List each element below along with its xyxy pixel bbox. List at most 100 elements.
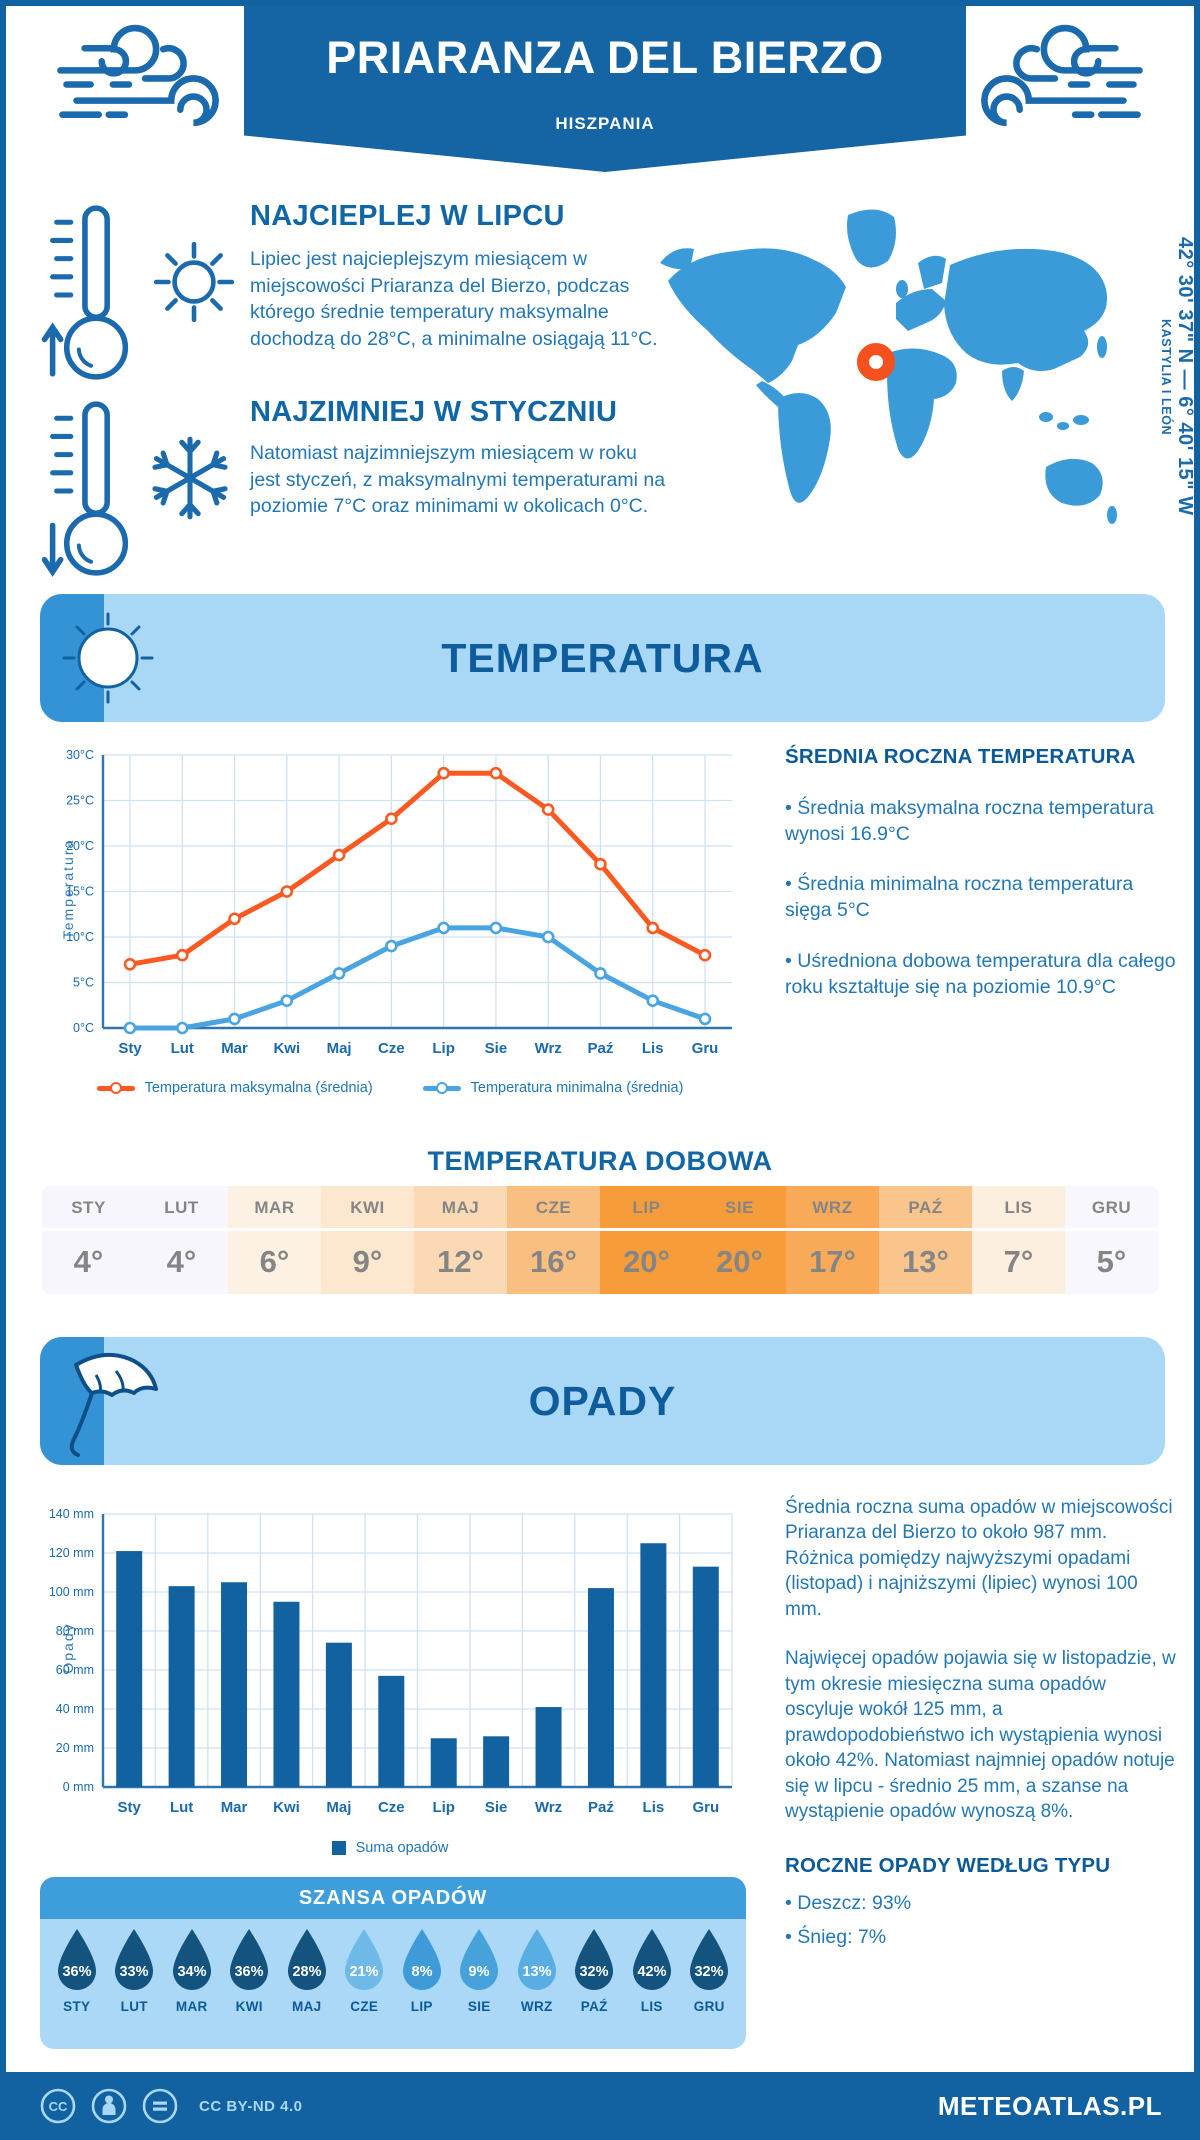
raindrop-icon: 21% [345,1929,384,1990]
svg-text:60 mm: 60 mm [56,1663,94,1677]
daily-temp-value: 9° [352,1244,383,1279]
legend-item: Suma opadów [331,1840,448,1856]
svg-text:9%: 9% [469,1964,490,1980]
daily-temperature-title: TEMPERATURA DOBOWA [427,1146,773,1176]
precip-chance-month: LIS [640,1999,663,2014]
daily-temp-value: 20° [623,1244,670,1279]
daily-temp-cell: LIS 7° [972,1186,1065,1294]
daily-temp-cell: STY 4° [42,1186,135,1294]
page-border-top [0,0,1200,6]
daily-temp-cell: LUT 4° [135,1186,228,1294]
legend-label: Temperatura minimalna (średnia) [470,1080,684,1096]
precip-chance-item: 42% LIS [624,1919,680,2014]
svg-text:Sie: Sie [485,1040,508,1057]
precip-chance-month: LIP [410,1999,433,2014]
wind-icon [57,24,219,127]
raindrop-icon: 36% [230,1929,269,1990]
legend-item: Temperatura maksymalna (średnia) [96,1080,373,1096]
raindrop-icon: 8% [402,1929,441,1990]
daily-temp-cell: GRU 5° [1065,1186,1158,1294]
svg-text:15°C: 15°C [66,885,94,899]
svg-text:Lip: Lip [432,1040,455,1057]
legend-label: Temperatura maksymalna (średnia) [144,1080,373,1096]
svg-text:Lis: Lis [643,1799,665,1816]
wind-icon [981,24,1143,127]
svg-text:Gru: Gru [692,1040,719,1057]
svg-text:Sie: Sie [485,1799,508,1816]
warmest-text: Lipiec jest najcieplejszym miesiącem w m… [250,248,658,350]
svg-text:20°C: 20°C [66,839,94,853]
raindrop-icon: 28% [287,1929,326,1990]
svg-text:Mar: Mar [221,1799,248,1816]
precip-chance-month: SIE [467,1999,491,2014]
raindrop-icon: 34% [172,1929,211,1990]
daily-temp-cell: MAJ 12° [414,1186,507,1294]
country-subtitle: HISZPANIA [555,114,655,133]
svg-text:Cze: Cze [378,1799,405,1816]
daily-temp-cell: PAŹ 13° [879,1186,972,1294]
world-map [660,209,1117,524]
precipitation-chart: 0 mm 20 mm 40 mm 60 mm 80 mm 100 mm 120 mm 140 … [40,1502,740,1832]
daily-temp-month: WRZ [786,1186,879,1231]
daily-temp-month: GRU [1065,1186,1158,1231]
snowflake-icon [152,436,228,520]
coldest-text: Natomiast najzimniejszym miesiącem w rok… [250,442,666,518]
precip-chance-item: 34% MAR [164,1919,220,2014]
temperature-section-banner: TEMPERATURA [40,594,1165,722]
svg-text:80 mm: 80 mm [56,1624,94,1638]
svg-text:0 mm: 0 mm [63,1780,94,1794]
thermometer-up-icon [41,205,129,380]
svg-text:Maj: Maj [326,1799,351,1816]
daily-temp-value: 4° [73,1244,104,1279]
precipitation-summary-panel: Średnia roczna suma opadów w miejscowośc… [785,1495,1177,1957]
svg-text:Kwi: Kwi [273,1799,300,1816]
daily-temp-cell: KWI 9° [321,1186,414,1294]
precip-chance-month: MAR [175,1999,208,2014]
daily-temp-value: 13° [902,1244,949,1279]
cc-nd-icon [142,2088,178,2124]
svg-text:8%: 8% [411,1964,432,1980]
daily-temperature-table: STY 4° LUT 4° MAR 6° KWI 9° MAJ 12° CZE 16° LIP 20° SI… [42,1186,1158,1294]
legend-item: Temperatura minimalna (średnia) [422,1080,684,1096]
svg-text:Cze: Cze [378,1040,405,1057]
svg-text:Kwi: Kwi [273,1040,300,1057]
annual-temperature-title: ŚREDNIA ROCZNA TEMPERATURA [785,745,1136,768]
svg-text:21%: 21% [350,1964,379,1980]
svg-text:Gru: Gru [692,1799,719,1816]
temperature-legend: Temperatura maksymalna (średnia) Temperat… [60,1080,720,1096]
precipitation-section-banner: OPADY [40,1337,1165,1465]
svg-text:Lut: Lut [171,1040,194,1057]
daily-temp-value: 5° [1096,1244,1127,1279]
daily-temp-month: STY [42,1186,135,1231]
daily-temp-value: 7° [1003,1244,1034,1279]
precip-type-bullet: • Deszcz: 93% [785,1892,912,1915]
svg-text:Sty: Sty [118,1040,142,1057]
svg-text:13%: 13% [522,1964,551,1980]
annual-temperature-panel: ŚREDNIA ROCZNA TEMPERATURA • Średnia mak… [785,745,1177,1024]
svg-text:36%: 36% [235,1964,264,1980]
daily-temp-month: LIS [972,1186,1065,1231]
svg-text:CC: CC [49,2099,68,2114]
daily-temp-month: KWI [321,1186,414,1231]
svg-text:10°C: 10°C [66,930,94,944]
sun-icon [153,241,235,323]
daily-temp-cell: LIP 20° [600,1186,693,1294]
thermometer-down-icon [41,401,129,577]
daily-temp-cell: WRZ 17° [786,1186,879,1294]
daily-temp-value: 20° [716,1244,763,1279]
daily-temp-cell: CZE 16° [507,1186,600,1294]
precip-chance-month: WRZ [520,1999,553,2014]
svg-text:Sty: Sty [118,1799,142,1816]
precip-chance-month: KWI [235,1999,263,2014]
svg-text:20 mm: 20 mm [56,1741,94,1755]
temperature-chart: 0°C 5°C 10°C 15°C 20°C 25°C 30°C Sty Lut Mar Kwi Ma… [40,743,740,1073]
coordinates-text: 42° 30' 37" N — 6° 40' 15" W [1174,236,1196,516]
daily-temp-value: 4° [166,1244,197,1279]
precip-chance-item: 28% MAJ [279,1919,335,2014]
geo-coordinates: 42° 30' 37" N — 6° 40' 15" W KASTYLIA I … [1134,190,1196,562]
svg-text:Maj: Maj [327,1040,352,1057]
daily-temp-month: LIP [600,1186,693,1231]
raindrop-icon: 9% [460,1929,499,1990]
annual-temp-bullet: • Średnia maksymalna roczna temperatura … [785,797,1154,846]
